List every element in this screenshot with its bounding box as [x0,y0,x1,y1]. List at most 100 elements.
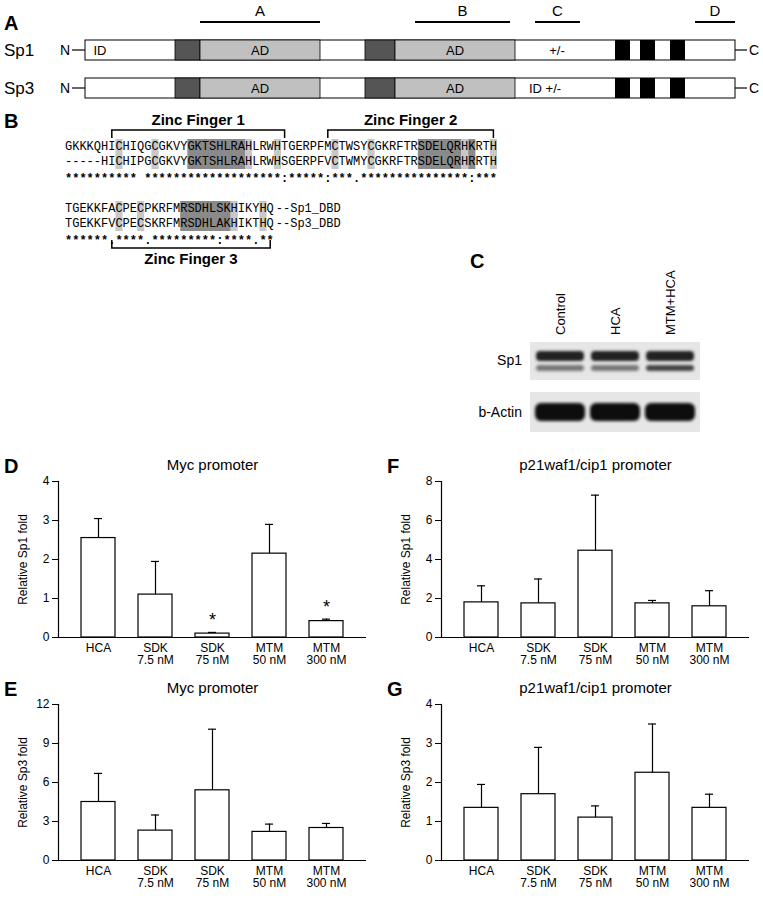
svg-text:3: 3 [426,736,433,750]
svg-text:*: * [94,172,101,186]
svg-text:ID +/-: ID +/- [529,81,561,96]
svg-text:*: * [137,234,144,248]
svg-text:*: * [202,172,209,186]
svg-text:*: * [151,234,158,248]
svg-text:P: P [137,155,144,169]
svg-text:L: L [223,140,230,154]
svg-text:MTM300 nM: MTM300 nM [306,864,346,890]
svg-text:SDK75 nM: SDK75 nM [579,864,612,890]
svg-text:E: E [130,202,137,216]
svg-text:-: - [94,155,101,169]
svg-text:F: F [101,202,108,216]
svg-text:S: S [281,155,288,169]
svg-text:*: * [339,172,346,186]
svg-text:-: - [87,155,94,169]
svg-text:Relative Sp1 fold: Relative Sp1 fold [16,514,30,605]
svg-text:G: G [144,155,151,169]
svg-text:*: * [195,234,202,248]
svg-text:C: C [151,155,158,169]
svg-text:*: * [166,172,173,186]
svg-text:*: * [231,172,238,186]
svg-text:*: * [87,172,94,186]
svg-text:H: H [123,140,130,154]
svg-text:MTM50 nM: MTM50 nM [253,641,286,667]
svg-text:Q: Q [447,155,454,169]
svg-text:S: S [418,155,425,169]
svg-text:E: E [295,140,302,154]
svg-text:C: C [749,42,759,58]
svg-text:S: S [216,202,223,216]
svg-text:M: M [173,217,180,231]
svg-text:-: - [79,155,86,169]
svg-text:F: F [166,217,173,231]
svg-text:2: 2 [43,552,50,566]
svg-text:F: F [317,140,324,154]
svg-text:L: L [252,140,259,154]
svg-text:*: * [245,172,252,186]
svg-text:F: F [396,140,403,154]
svg-text:*: * [490,172,497,186]
svg-text:MTM300 nM: MTM300 nM [689,641,729,667]
svg-text:*: * [259,234,266,248]
svg-text:B: B [4,110,18,132]
svg-text:p21waf1/cip1 promoter: p21waf1/cip1 promoter [519,679,672,696]
svg-text:6: 6 [43,775,50,789]
svg-text:A: A [4,12,18,34]
svg-text:*: * [346,172,353,186]
svg-text:T: T [281,140,288,154]
svg-text:T: T [403,155,410,169]
svg-text:T: T [403,140,410,154]
svg-text:H: H [202,217,209,231]
svg-text:SDK7.5 nM: SDK7.5 nM [520,864,557,890]
svg-text:3: 3 [43,513,50,527]
svg-text:*: * [209,610,216,630]
svg-text:+/-: +/- [549,43,565,58]
svg-text:C: C [552,2,563,19]
svg-text:*: * [209,172,216,186]
svg-text:*: * [223,234,230,248]
svg-text:I: I [238,217,245,231]
svg-text:S: S [144,217,151,231]
svg-text:H: H [461,155,468,169]
svg-text:H: H [231,202,238,216]
svg-text:HCA: HCA [86,641,111,655]
svg-text:AD: AD [446,81,464,96]
svg-text:MTM50 nM: MTM50 nM [636,864,669,890]
svg-text:R: R [454,140,461,154]
svg-text:*: * [223,172,230,186]
svg-text:*: * [303,172,310,186]
svg-text:*: * [173,172,180,186]
svg-text:G: G [187,140,194,154]
svg-text:*: * [252,172,259,186]
svg-text:*: * [454,172,461,186]
svg-text::: : [468,172,475,186]
svg-text:T: T [252,217,259,231]
svg-text:.: . [353,172,360,186]
svg-text:P: P [123,217,130,231]
svg-text:Q: Q [137,140,144,154]
svg-text:Zinc Finger 2: Zinc Finger 2 [364,111,457,128]
svg-text:H: H [202,202,209,216]
svg-text:*: * [231,234,238,248]
svg-text:4: 4 [426,697,433,711]
svg-text:HCA: HCA [86,864,111,878]
svg-text:*: * [87,234,94,248]
svg-text:R: R [389,155,396,169]
svg-text:Q: Q [447,140,454,154]
svg-text:SDK7.5 nM: SDK7.5 nM [137,864,174,890]
svg-text:ID: ID [94,43,107,58]
svg-text:2: 2 [426,775,433,789]
svg-text:T: T [65,202,72,216]
svg-text:*: * [461,172,468,186]
svg-text:H: H [461,140,468,154]
svg-text:6: 6 [426,513,433,527]
svg-text:*: * [79,172,86,186]
svg-text:H: H [490,155,497,169]
svg-text:E: E [295,155,302,169]
svg-text:.: . [144,234,151,248]
svg-text::: : [216,234,223,248]
svg-text:E: E [79,202,86,216]
svg-text:R: R [303,140,310,154]
svg-text:I: I [108,140,115,154]
svg-text:T: T [65,217,72,231]
